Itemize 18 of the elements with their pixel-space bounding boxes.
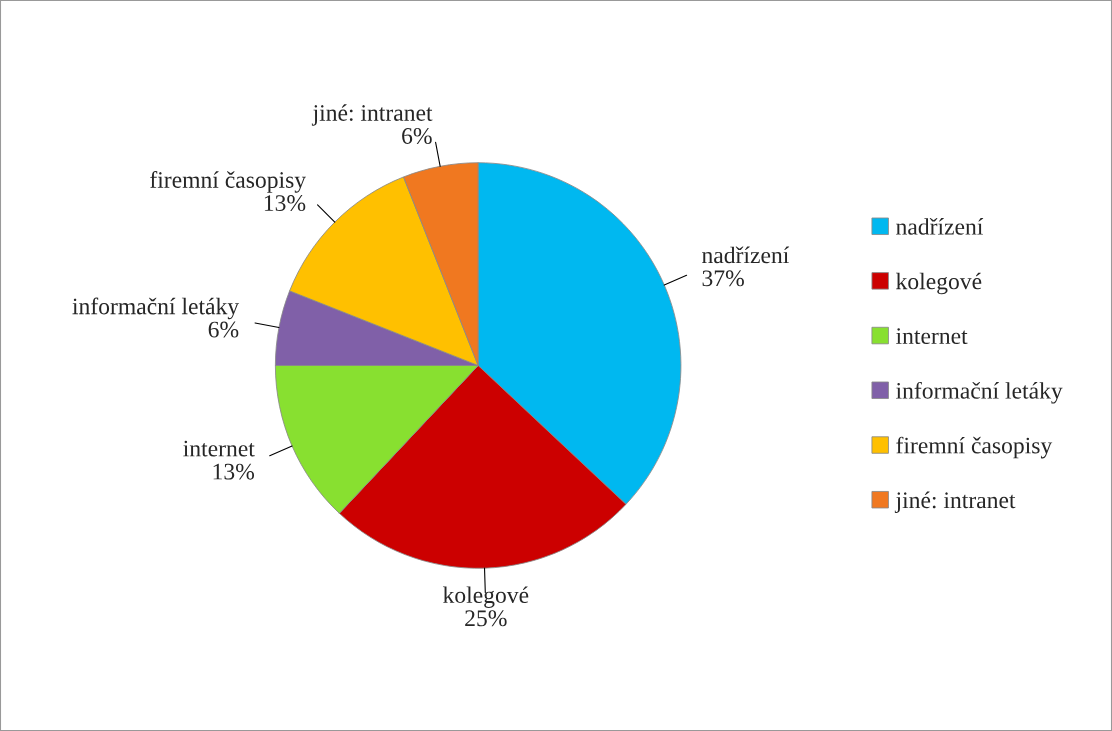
- data-label: 6%: [208, 321, 239, 338]
- slice-label: nadřízení: [702, 246, 790, 264]
- legend-label: nadřízení: [896, 218, 984, 235]
- slice-label: firemní časopisy: [150, 171, 306, 193]
- legend-label: internet: [896, 328, 968, 345]
- data-label: 13%: [264, 195, 306, 212]
- slice-label: jiné: intranet: [311, 104, 433, 126]
- data-label: 37%: [702, 270, 744, 287]
- slice-label: kolegové: [442, 586, 529, 608]
- legend-label: jiné: intranet: [894, 491, 1016, 513]
- legend-label: kolegové: [895, 272, 982, 295]
- legend-label: informační letáky: [896, 381, 1063, 404]
- slice-label: informační letáky: [72, 297, 240, 320]
- slice-label: internet: [183, 440, 255, 457]
- data-label: 25%: [465, 610, 507, 627]
- data-label: 6%: [402, 128, 432, 145]
- legend-label: firemní časopisy: [896, 436, 1053, 459]
- data-label: 13%: [213, 463, 255, 480]
